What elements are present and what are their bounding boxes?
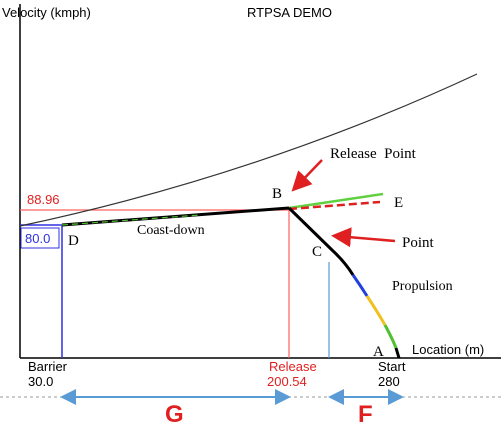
release-arrow (291, 159, 323, 192)
x-axis-label: Location (m) (412, 342, 484, 357)
x-marker-name: Release (269, 359, 317, 374)
profile-yellow (365, 295, 387, 326)
profile-green (383, 324, 398, 349)
y-marker-label: 88.96 (27, 192, 60, 207)
x-marker-label: 30.0 (28, 374, 53, 389)
profile-blue (351, 274, 369, 297)
x-marker-label: 200.54 (267, 374, 307, 389)
coast-overlay (61, 214, 201, 226)
title: RTPSA DEMO (247, 5, 332, 20)
x-marker-name: Barrier (28, 359, 68, 374)
y-axis-label: Velocity (kmph) (2, 5, 91, 20)
x-marker-name: Start (378, 359, 406, 374)
point-arrow (331, 227, 396, 248)
red-line (288, 200, 381, 211)
green-line (288, 192, 384, 210)
span-label: G (165, 401, 184, 428)
annotation: Propulsion (392, 279, 453, 294)
point-label: B (272, 186, 282, 202)
point-label: A (373, 344, 384, 360)
profile-black (287, 206, 355, 276)
annotation: Point (402, 235, 435, 251)
annotation: Coast-down (137, 223, 205, 238)
point-label: E (394, 195, 403, 211)
point-label: C (312, 244, 322, 260)
annotation: Release Point (330, 146, 417, 162)
x-marker-label: 280 (378, 374, 400, 389)
profile-end (394, 347, 401, 359)
y-marker-label: 80.0 (25, 231, 50, 246)
limit-curve (19, 73, 478, 227)
span-label: F (358, 401, 373, 428)
point-label: D (68, 233, 79, 249)
y-marker-box (20, 227, 60, 249)
